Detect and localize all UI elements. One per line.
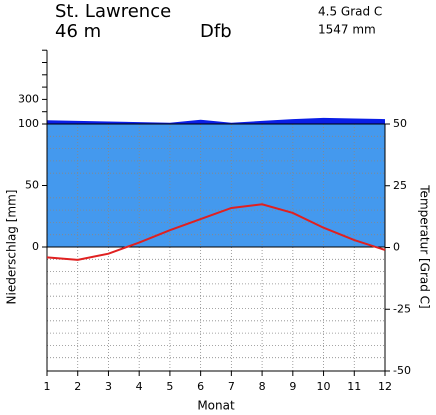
- x-tick-label: 3: [105, 380, 112, 393]
- x-tick-label: 12: [378, 380, 392, 393]
- y2-tick-label: -25: [393, 302, 411, 315]
- climate-class: Dfb: [200, 21, 232, 42]
- y2-tick-label: 0: [393, 241, 400, 254]
- x-tick-label: 7: [228, 380, 235, 393]
- y-tick-label: 300: [18, 92, 39, 105]
- x-tick-label: 1: [44, 380, 51, 393]
- y-tick-label: 50: [25, 179, 39, 192]
- x-tick-label: 6: [197, 380, 204, 393]
- x-tick-label: 4: [136, 380, 143, 393]
- temperature-line: [46, 203, 386, 261]
- mean-temperature: 4.5 Grad C: [318, 5, 382, 19]
- x-tick-label: 8: [259, 380, 266, 393]
- precip-excess: [47, 117, 385, 124]
- annual-precipitation: 1547 mm: [318, 23, 376, 37]
- y2-tick-label: -50: [393, 364, 411, 377]
- humid-area: [47, 124, 385, 247]
- y-tick-label: 0: [32, 240, 39, 253]
- y2-axis-label: Temperatur [Grad C]: [418, 184, 432, 308]
- x-tick-label: 2: [74, 380, 81, 393]
- y-axis-label: Niederschlag [mm]: [5, 190, 19, 305]
- x-tick-label: 11: [347, 380, 361, 393]
- x-tick-label: 5: [166, 380, 173, 393]
- station-name: St. Lawrence: [55, 1, 171, 22]
- x-axis-label: Monat: [197, 399, 235, 413]
- elevation: 46 m: [55, 21, 101, 42]
- y2-tick-label: 25: [393, 179, 407, 192]
- x-tick-label: 10: [317, 380, 331, 393]
- x-tick-label: 9: [289, 380, 296, 393]
- y-tick-label: 100: [18, 117, 39, 130]
- y2-tick-label: 50: [393, 117, 407, 130]
